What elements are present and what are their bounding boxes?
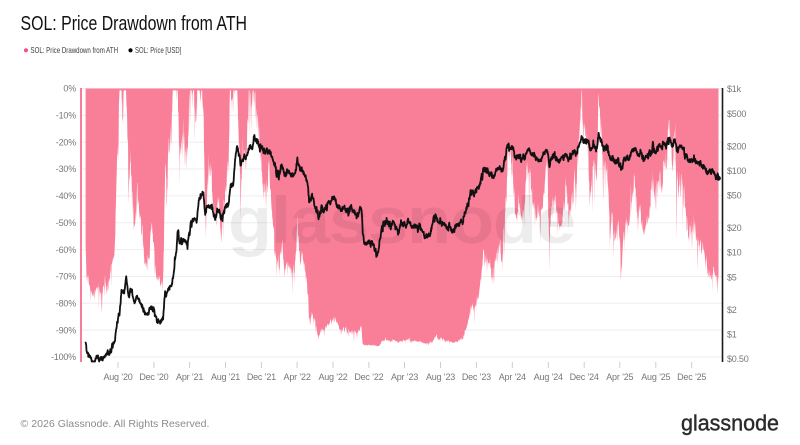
svg-text:Apr ’25: Apr ’25 [606,372,633,382]
svg-text:Dec ’22: Dec ’22 [354,372,383,382]
svg-text:Apr ’23: Apr ’23 [391,372,418,382]
svg-text:Dec ’21: Dec ’21 [247,372,276,382]
svg-text:-90%: -90% [56,325,76,335]
svg-text:SOL: Price Drawdown from ATH: SOL: Price Drawdown from ATH [21,13,248,35]
svg-text:$10: $10 [727,248,742,258]
svg-text:$500: $500 [727,109,746,119]
svg-text:glassnode: glassnode [681,411,779,436]
svg-text:Apr ’24: Apr ’24 [499,372,526,382]
svg-text:Dec ’23: Dec ’23 [462,372,491,382]
svg-text:-70%: -70% [56,272,76,282]
svg-text:© 2026 Glassnode. All Rights R: © 2026 Glassnode. All Rights Reserved. [21,418,210,430]
svg-text:-50%: -50% [56,218,76,228]
svg-text:0%: 0% [63,84,76,94]
svg-text:$100: $100 [727,166,746,176]
svg-text:Aug ’24: Aug ’24 [534,372,563,382]
svg-text:Aug ’22: Aug ’22 [318,372,347,382]
svg-text:-100%: -100% [51,352,76,362]
svg-text:-60%: -60% [56,245,76,255]
svg-text:-20%: -20% [56,137,76,147]
svg-text:Apr ’21: Apr ’21 [176,372,203,382]
svg-text:$1k: $1k [727,84,742,94]
svg-text:Aug ’21: Aug ’21 [211,372,240,382]
svg-text:$0.50: $0.50 [727,354,749,364]
svg-text:-80%: -80% [56,299,76,309]
svg-text:$200: $200 [727,141,746,151]
svg-text:-30%: -30% [56,164,76,174]
svg-text:Dec ’25: Dec ’25 [677,372,706,382]
svg-text:Apr ’22: Apr ’22 [284,372,311,382]
svg-text:-10%: -10% [56,111,76,121]
svg-text:Aug ’25: Aug ’25 [641,372,670,382]
svg-text:$2: $2 [727,305,737,315]
svg-text:SOL: Price Drawdown from ATH: SOL: Price Drawdown from ATH [31,45,119,55]
svg-text:Dec ’20: Dec ’20 [139,372,168,382]
svg-text:SOL: Price [USD]: SOL: Price [USD] [135,45,181,55]
svg-text:Aug ’20: Aug ’20 [103,372,132,382]
svg-text:Dec ’24: Dec ’24 [570,372,599,382]
svg-text:$20: $20 [727,223,742,233]
svg-text:$50: $50 [727,191,742,201]
svg-text:glassnode: glassnode [228,183,575,257]
svg-text:$1: $1 [727,330,737,340]
svg-text:$5: $5 [727,272,737,282]
svg-text:Aug ’23: Aug ’23 [426,372,455,382]
svg-text:-40%: -40% [56,191,76,201]
